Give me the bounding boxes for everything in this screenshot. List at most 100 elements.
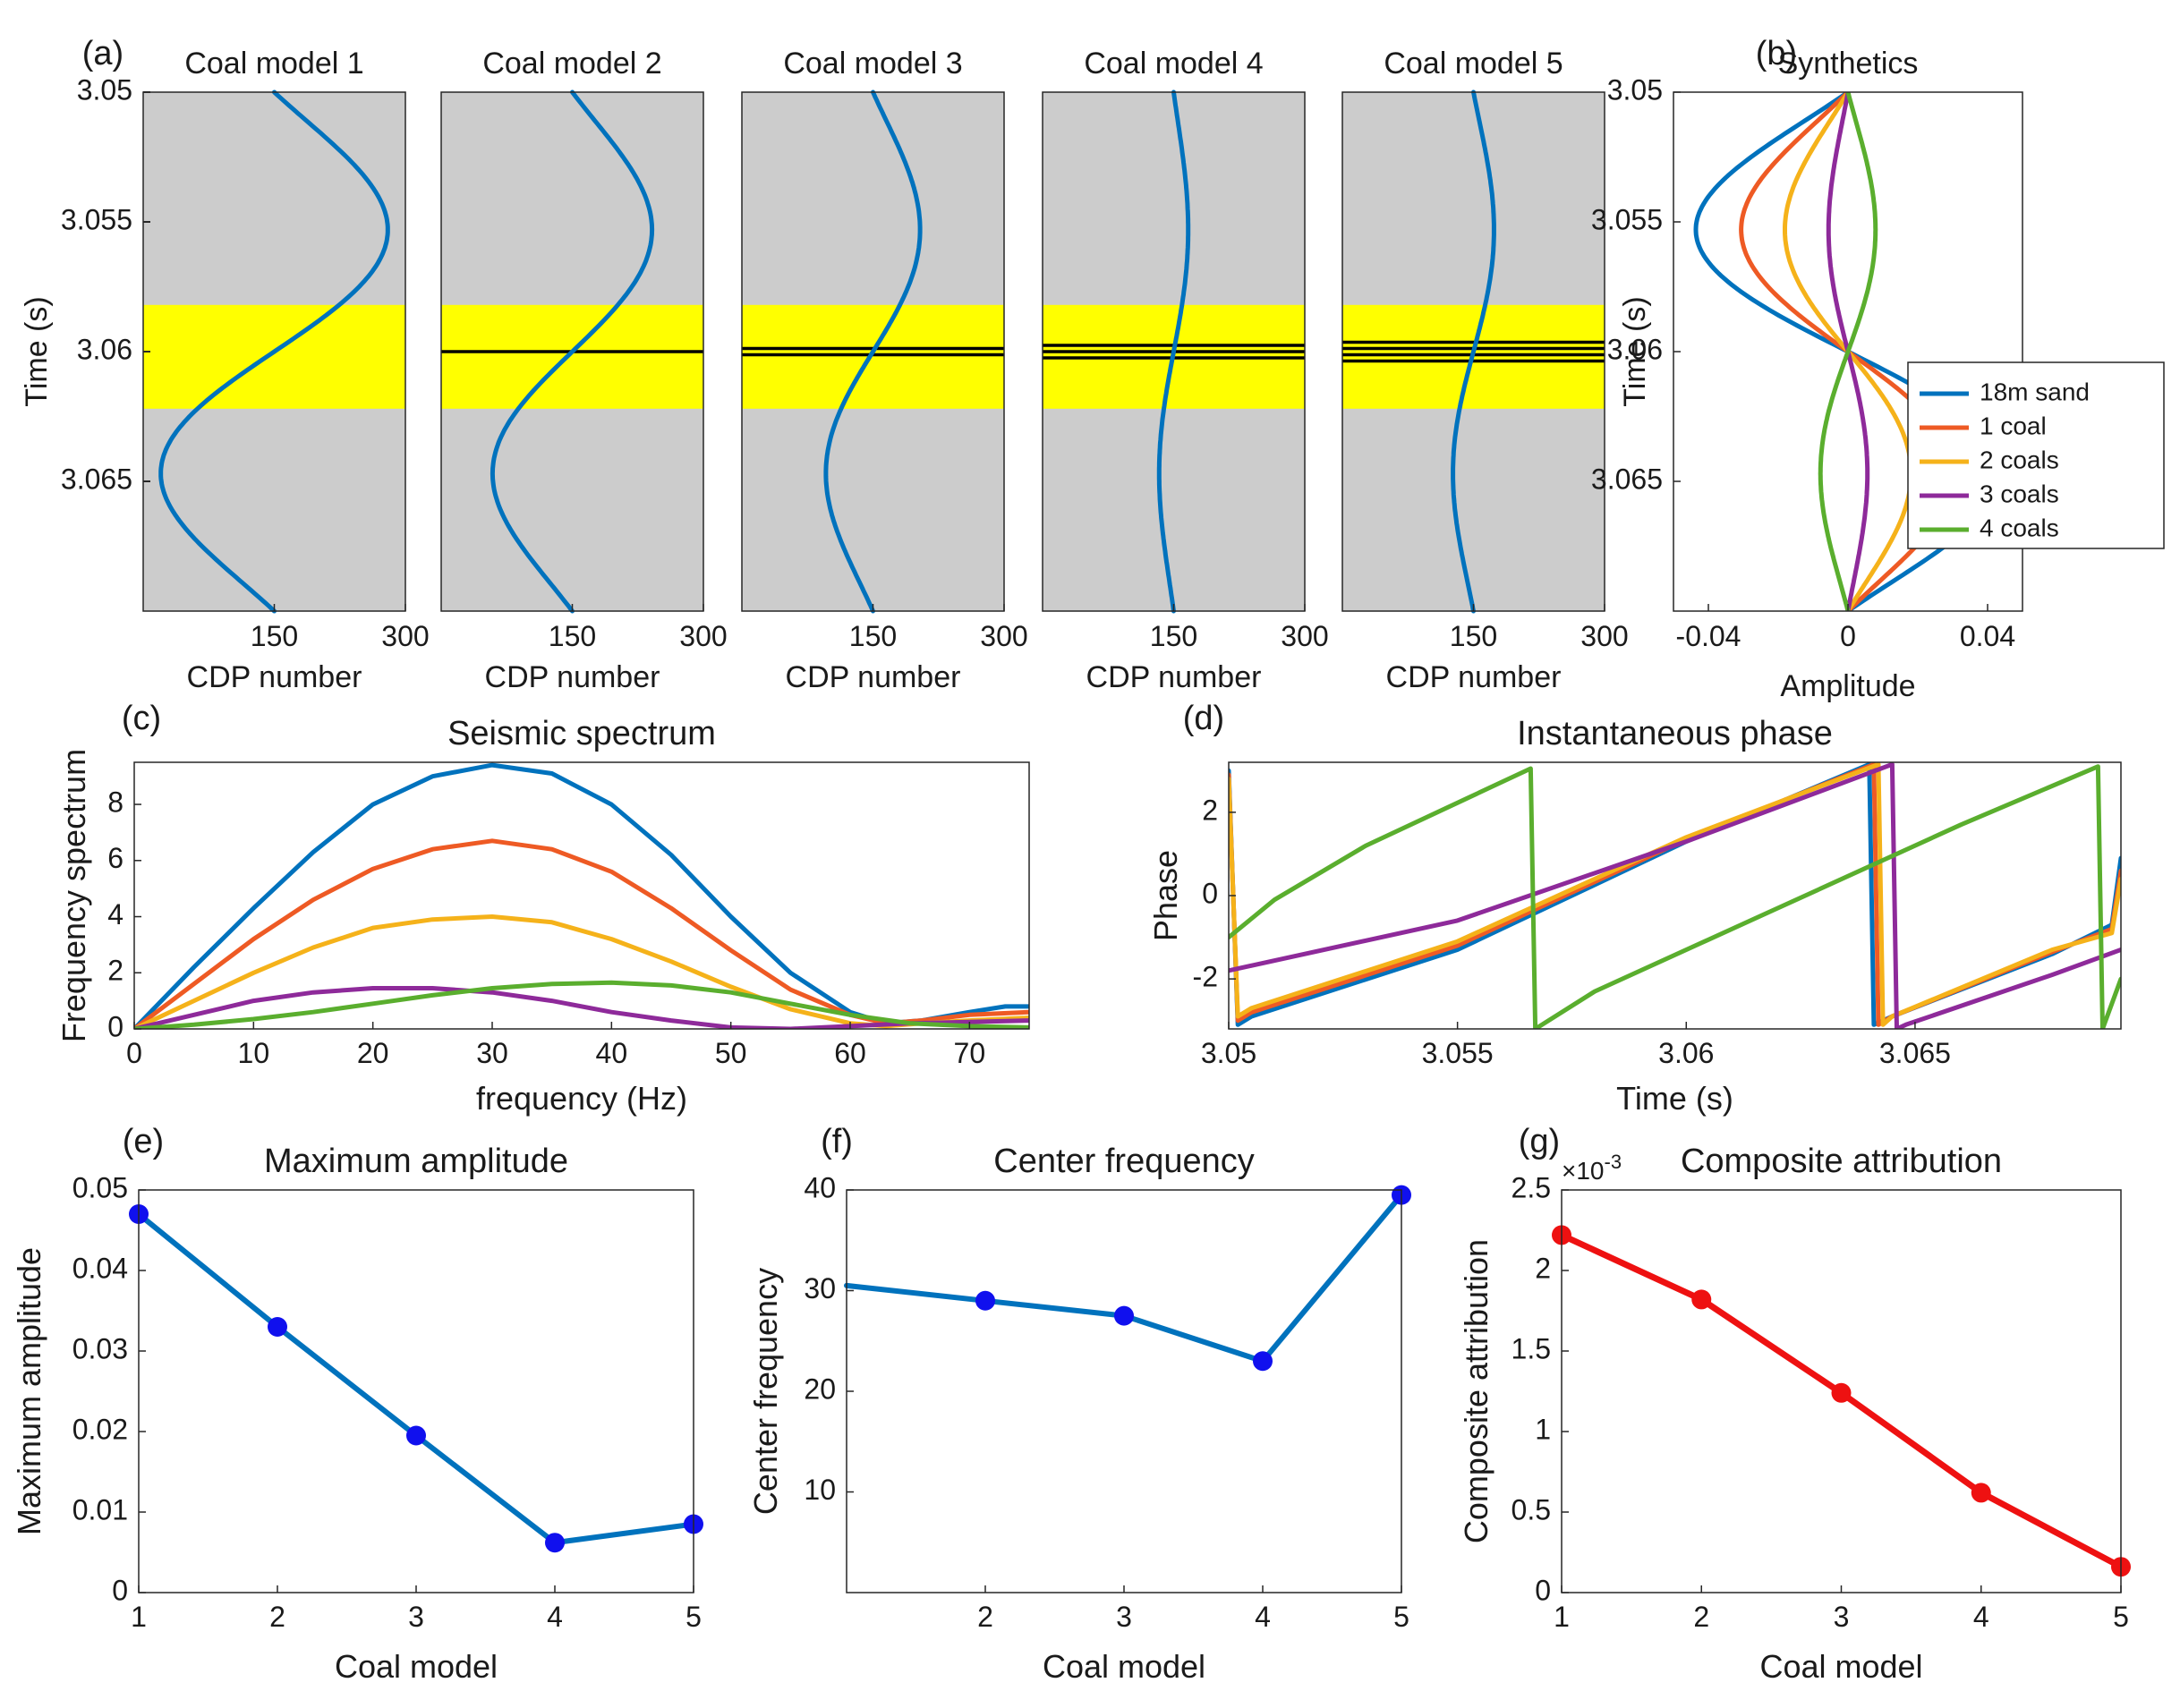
panel-label: (b) bbox=[1756, 35, 1797, 72]
y-axis-label: Center frequency bbox=[747, 1268, 784, 1515]
subplot-title: Coal model 5 bbox=[1384, 47, 1563, 81]
plot-background bbox=[139, 1190, 694, 1593]
trace-line bbox=[1156, 89, 1191, 614]
y-tick-label: 3.055 bbox=[61, 203, 132, 235]
legend-entry: 2 coals bbox=[1980, 446, 2059, 473]
y-tick-label: 0.01 bbox=[72, 1493, 128, 1525]
chart-title: Maximum amplitude bbox=[264, 1143, 568, 1180]
x-axis-label: Amplitude bbox=[1780, 669, 1915, 703]
x-axis-label: CDP number bbox=[786, 660, 961, 694]
chart-title: Center frequency bbox=[993, 1143, 1255, 1180]
x-tick-label: 300 bbox=[679, 620, 727, 652]
y-tick-label: 2 bbox=[107, 955, 123, 987]
x-tick-label: 3.065 bbox=[1879, 1037, 1951, 1069]
x-axis-label: Coal model bbox=[335, 1648, 498, 1685]
x-tick-label: 150 bbox=[1450, 620, 1497, 652]
x-tick-label: 5 bbox=[1393, 1601, 1409, 1633]
plot-background bbox=[1229, 762, 2121, 1029]
subplot-title: Coal model 1 bbox=[184, 47, 363, 81]
x-axis-label: CDP number bbox=[1086, 660, 1262, 694]
y-tick-label: 3.06 bbox=[77, 333, 132, 365]
data-point bbox=[1691, 1289, 1712, 1310]
y-tick-label: -2 bbox=[1193, 961, 1218, 993]
coal-model-panel-3 bbox=[742, 89, 1004, 614]
y-tick-label: 3.05 bbox=[1607, 73, 1663, 106]
y-axis-label: Phase bbox=[1147, 850, 1184, 941]
y-axis-label: Time (s) bbox=[1618, 296, 1652, 406]
plot-background bbox=[847, 1190, 1401, 1593]
coal-model-panel-2 bbox=[441, 89, 703, 614]
spectrum-series-4 bbox=[134, 986, 1029, 1029]
x-tick-label: 150 bbox=[1150, 620, 1197, 652]
y-tick-label: 2.5 bbox=[1512, 1171, 1551, 1203]
x-tick-label: 4 bbox=[547, 1601, 563, 1633]
x-tick-label: 0.04 bbox=[1960, 620, 2015, 652]
y-tick-label: 6 bbox=[107, 842, 123, 874]
y-tick-label: 0.5 bbox=[1512, 1493, 1551, 1525]
data-point bbox=[406, 1425, 426, 1446]
y-tick-label: 4 bbox=[107, 898, 123, 930]
y-tick-label: 30 bbox=[804, 1272, 836, 1304]
data-point bbox=[268, 1317, 287, 1337]
y-tick-label: 0 bbox=[1535, 1574, 1551, 1606]
coal-model-panel-5 bbox=[1342, 89, 1605, 614]
chart-title: Synthetics bbox=[1778, 47, 1919, 81]
y-tick-label: 1.5 bbox=[1512, 1332, 1551, 1364]
spectrum-series-5 bbox=[134, 980, 1029, 1029]
coal-model-panel-1 bbox=[143, 89, 405, 614]
x-tick-label: 5 bbox=[2113, 1601, 2129, 1633]
y-tick-label: 0.04 bbox=[72, 1252, 128, 1284]
x-tick-label: 4 bbox=[1973, 1601, 1989, 1633]
x-tick-label: 10 bbox=[238, 1037, 270, 1069]
y-axis-label: Maximum amplitude bbox=[11, 1247, 47, 1535]
y-tick-label: 0 bbox=[1202, 877, 1218, 909]
maximum-amplitude-plot bbox=[129, 1190, 703, 1593]
panel-label: (d) bbox=[1183, 700, 1224, 737]
x-tick-label: 300 bbox=[980, 620, 1027, 652]
y-tick-label: 0.05 bbox=[72, 1171, 128, 1203]
coal-band bbox=[441, 304, 703, 409]
x-tick-label: 2 bbox=[977, 1601, 993, 1633]
subplot-title: Coal model 2 bbox=[482, 47, 661, 81]
x-tick-label: 3.055 bbox=[1422, 1037, 1494, 1069]
x-tick-label: 4 bbox=[1255, 1601, 1271, 1633]
x-axis-label: Time (s) bbox=[1616, 1080, 1733, 1117]
x-tick-label: 3 bbox=[1834, 1601, 1850, 1633]
coal-band bbox=[742, 304, 1004, 409]
panel-label: (c) bbox=[122, 700, 161, 737]
x-axis-label: Coal model bbox=[1759, 1648, 1922, 1685]
x-axis-label: Coal model bbox=[1043, 1648, 1205, 1685]
y-axis-label: Frequency spectrum bbox=[55, 749, 92, 1042]
y-axis-label: Composite attribution bbox=[1458, 1239, 1494, 1543]
y-tick-label: 3.05 bbox=[77, 73, 132, 106]
subplot-title: Coal model 3 bbox=[783, 47, 962, 81]
x-tick-label: 150 bbox=[549, 620, 596, 652]
y-tick-label: 40 bbox=[804, 1171, 836, 1203]
x-tick-label: 3.05 bbox=[1201, 1037, 1256, 1069]
y-tick-label: 0.02 bbox=[72, 1413, 128, 1445]
data-point bbox=[1253, 1351, 1273, 1372]
x-tick-label: 300 bbox=[1281, 620, 1328, 652]
x-tick-label: 0 bbox=[126, 1037, 142, 1069]
x-tick-label: 0 bbox=[1840, 620, 1856, 652]
y-tick-label: 3.065 bbox=[1591, 463, 1663, 495]
y-tick-label: 10 bbox=[804, 1474, 836, 1506]
x-tick-label: -0.04 bbox=[1676, 620, 1741, 652]
panel-label: (a) bbox=[82, 35, 123, 72]
x-axis-label: CDP number bbox=[485, 660, 660, 694]
coal-band bbox=[143, 304, 405, 409]
seismic-spectrum-plot bbox=[134, 762, 1029, 1029]
x-tick-label: 5 bbox=[686, 1601, 702, 1633]
panel-label: (e) bbox=[123, 1123, 164, 1160]
trace-line bbox=[1451, 89, 1496, 614]
x-tick-label: 300 bbox=[1580, 620, 1628, 652]
trace-line bbox=[490, 89, 655, 614]
y-tick-label: 3.06 bbox=[1607, 333, 1663, 365]
center-frequency-plot bbox=[844, 1185, 1411, 1593]
y-tick-label: 0 bbox=[107, 1010, 123, 1042]
y-tick-label: 3.055 bbox=[1591, 203, 1663, 235]
axis-exponent-base: ×10 bbox=[1562, 1157, 1605, 1185]
x-tick-label: 150 bbox=[849, 620, 897, 652]
x-tick-label: 70 bbox=[954, 1037, 986, 1069]
